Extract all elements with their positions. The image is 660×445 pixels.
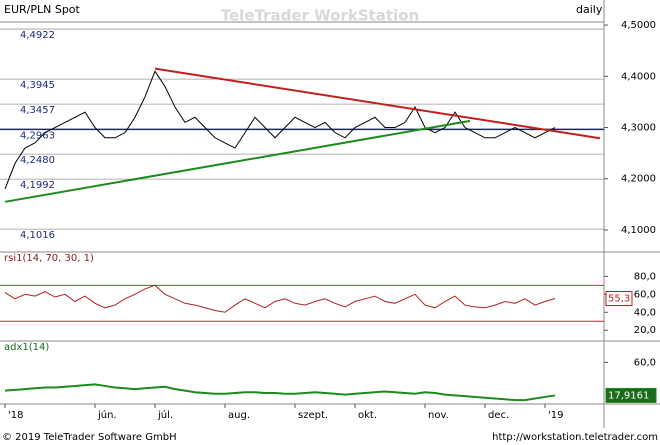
y-tick-label: 4,4000 [621,71,656,82]
y-tick-label: 4,3000 [621,123,656,134]
url: http://workstation.teletrader.com [492,432,658,443]
level-label: 4,2963 [20,130,55,141]
y-tick-label: 20,0 [634,325,656,336]
timeframe: daily [576,3,603,16]
x-tick-label: okt. [358,410,377,421]
level-label: 4,1016 [20,230,55,241]
y-tick-label: 4,2000 [621,174,656,185]
x-tick-label: '18 [8,410,23,421]
y-tick-label: 4,1000 [621,225,656,236]
adx-title: adx1(14) [4,342,49,353]
y-tick-label: 4,5000 [621,20,656,31]
copyright: © 2019 TeleTrader Software GmbH [2,432,177,443]
last-value-box [605,387,657,403]
x-tick-label: aug. [228,410,250,421]
rsi-title: rsi1(14, 70, 30, 1) [4,253,94,264]
last-value-box [605,291,633,307]
level-label: 4,3945 [20,80,55,91]
series-line [4,284,556,313]
level-label: 4,4922 [20,30,55,41]
series-line [4,70,556,190]
x-tick-label: júl. [157,409,173,421]
level-label: 4,3457 [20,105,55,116]
x-tick-label: '19 [548,410,563,421]
watermark: TeleTrader WorkStation [221,7,419,25]
x-tick-label: szept. [298,410,328,421]
x-tick-label: jún. [97,409,117,421]
y-tick-label: 40,0 [634,307,656,318]
instrument: EUR/PLN Spot [4,3,81,16]
x-tick-label: dec. [488,410,509,421]
y-tick-label: 60,0 [634,289,656,300]
trendline [4,119,471,203]
y-tick-label: 80,0 [634,271,656,282]
level-label: 4,2480 [20,155,55,166]
y-tick-label: 60,0 [634,357,656,368]
last-value-label: 17,9161 [608,390,649,401]
level-label: 4,1992 [20,180,55,191]
trendline [154,67,601,140]
series-line [4,383,556,402]
last-value-label: 55,3 [608,294,630,305]
x-tick-label: nov. [428,410,449,421]
